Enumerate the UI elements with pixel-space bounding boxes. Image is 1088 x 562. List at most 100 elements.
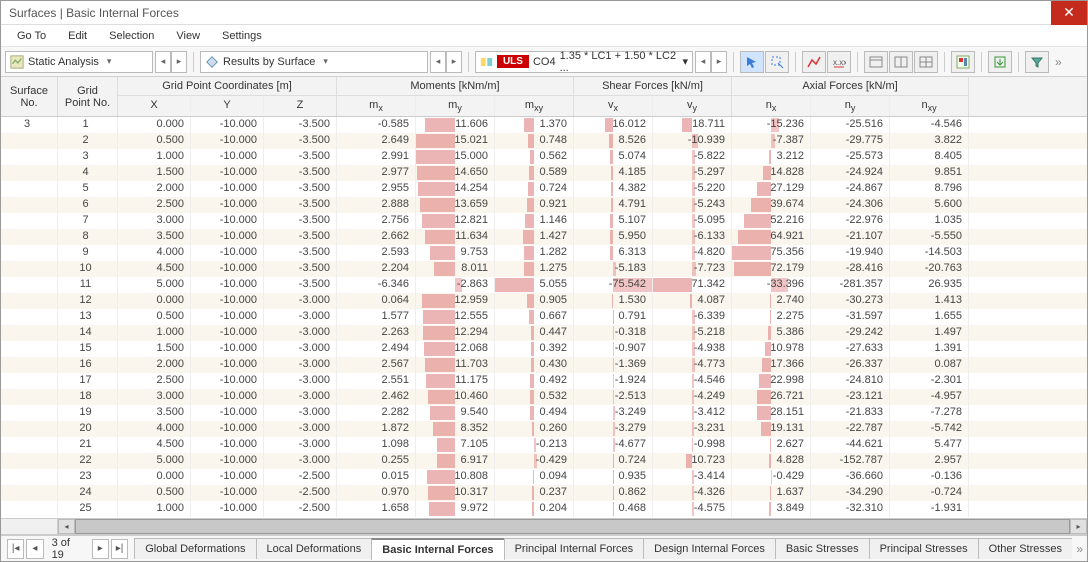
cell-mx[interactable]: 0.255 [337,453,416,469]
cell-mxy[interactable]: 0.724 [495,181,574,197]
cell-nx[interactable]: -7.387 [732,133,811,149]
cell-gridpoint[interactable]: 12 [58,293,118,309]
cell-ny[interactable]: -25.573 [811,149,890,165]
layout-btn-3[interactable] [914,51,938,73]
cell-y[interactable]: -10.000 [191,421,264,437]
cell-nxy[interactable]: 0.087 [890,357,969,373]
col-grid-point-no[interactable]: GridPoint No. [58,77,118,116]
cell-nxy[interactable]: -5.550 [890,229,969,245]
cell-mx[interactable]: 2.756 [337,213,416,229]
cell-surface[interactable]: 3 [1,117,58,133]
tab-principal-stresses[interactable]: Principal Stresses [869,538,979,559]
cell-surface[interactable] [1,357,58,373]
cell-mxy[interactable]: 0.494 [495,405,574,421]
cell-ny[interactable]: -24.810 [811,373,890,389]
cell-mxy[interactable]: 0.905 [495,293,574,309]
table-row[interactable]: 151.500-10.000-3.0002.49412.0680.392-0.9… [1,341,1087,357]
cell-mxy[interactable]: 0.562 [495,149,574,165]
layout-btn-1[interactable] [864,51,888,73]
table-row[interactable]: 41.500-10.000-3.5002.97714.6500.5894.185… [1,165,1087,181]
cell-z[interactable]: -3.000 [264,389,337,405]
cell-x[interactable]: 0.000 [118,293,191,309]
cell-ny[interactable]: -44.621 [811,437,890,453]
cell-ny[interactable]: -34.290 [811,485,890,501]
table-row[interactable]: 214.500-10.000-3.0001.0987.105-0.213-4.6… [1,437,1087,453]
cell-mxy[interactable]: 1.275 [495,261,574,277]
cell-ny[interactable]: -30.273 [811,293,890,309]
cell-vx[interactable]: 5.107 [574,213,653,229]
cell-nxy[interactable]: -7.278 [890,405,969,421]
cell-surface[interactable] [1,485,58,501]
cell-nxy[interactable]: 8.405 [890,149,969,165]
table-row[interactable]: 141.000-10.000-3.0002.26312.2940.447-0.3… [1,325,1087,341]
cell-gridpoint[interactable]: 24 [58,485,118,501]
cell-gridpoint[interactable]: 23 [58,469,118,485]
cell-nx[interactable]: 19.131 [732,421,811,437]
cell-z[interactable]: -3.500 [264,245,337,261]
cell-mxy[interactable]: 0.094 [495,469,574,485]
cell-vx[interactable]: -4.677 [574,437,653,453]
table-row[interactable]: 193.500-10.000-3.0002.2829.5400.494-3.24… [1,405,1087,421]
table-row[interactable]: 31.000-10.000-3.5002.99115.0000.5625.074… [1,149,1087,165]
cell-x[interactable]: 3.000 [118,389,191,405]
cell-nxy[interactable]: -4.957 [890,389,969,405]
cell-y[interactable]: -10.000 [191,245,264,261]
cell-y[interactable]: -10.000 [191,181,264,197]
col-z[interactable]: Z [264,96,336,114]
cell-mx[interactable]: 0.015 [337,469,416,485]
cell-vx[interactable]: 4.791 [574,197,653,213]
cell-nxy[interactable]: 1.035 [890,213,969,229]
cell-my[interactable]: 12.294 [416,325,495,341]
cell-nxy[interactable]: -14.503 [890,245,969,261]
cell-mx[interactable]: 2.204 [337,261,416,277]
col-mx[interactable]: mx [337,96,416,116]
table-row[interactable]: 130.500-10.000-3.0001.57712.5550.6670.79… [1,309,1087,325]
menu-goto[interactable]: Go To [7,28,56,44]
cell-vy[interactable]: -3.414 [653,469,732,485]
cell-vy[interactable]: 10.723 [653,453,732,469]
cell-nxy[interactable]: -1.931 [890,501,969,517]
cell-nxy[interactable]: 5.600 [890,197,969,213]
cell-gridpoint[interactable]: 3 [58,149,118,165]
cell-vx[interactable]: 4.185 [574,165,653,181]
cell-my[interactable]: 8.352 [416,421,495,437]
cell-nxy[interactable]: 26.935 [890,277,969,293]
cell-y[interactable]: -10.000 [191,485,264,501]
cell-x[interactable]: 2.500 [118,197,191,213]
cell-ny[interactable]: -36.660 [811,469,890,485]
cell-vx[interactable]: 6.313 [574,245,653,261]
cell-my[interactable]: 12.959 [416,293,495,309]
cell-surface[interactable] [1,213,58,229]
cell-nxy[interactable]: 1.413 [890,293,969,309]
cell-mx[interactable]: 2.462 [337,389,416,405]
cell-vx[interactable]: -3.279 [574,421,653,437]
table-row[interactable]: 62.500-10.000-3.5002.88813.6590.9214.791… [1,197,1087,213]
settings-panel-button[interactable] [951,51,975,73]
table-row[interactable]: 204.000-10.000-3.0001.8728.3520.260-3.27… [1,421,1087,437]
cell-nx[interactable]: 17.366 [732,357,811,373]
cell-x[interactable]: 1.500 [118,341,191,357]
cell-my[interactable]: 9.540 [416,405,495,421]
cell-vx[interactable]: -2.513 [574,389,653,405]
cell-vy[interactable]: -5.822 [653,149,732,165]
cell-vx[interactable]: 16.012 [574,117,653,133]
cell-surface[interactable] [1,421,58,437]
cell-surface[interactable] [1,325,58,341]
cell-z[interactable]: -3.000 [264,309,337,325]
cell-z[interactable]: -3.500 [264,277,337,293]
cell-mx[interactable]: 0.064 [337,293,416,309]
cell-z[interactable]: -2.500 [264,485,337,501]
cell-ny[interactable]: -32.310 [811,501,890,517]
cell-nx[interactable]: 4.828 [732,453,811,469]
cell-z[interactable]: -3.000 [264,341,337,357]
cell-vx[interactable]: 0.862 [574,485,653,501]
cell-ny[interactable]: -27.633 [811,341,890,357]
cell-nx[interactable]: 22.998 [732,373,811,389]
results-prev[interactable]: ◂ [430,51,446,73]
results-by-combo[interactable]: Results by Surface ▾ [200,51,428,73]
cell-nx[interactable]: 39.674 [732,197,811,213]
cell-surface[interactable] [1,277,58,293]
cell-z[interactable]: -3.000 [264,437,337,453]
cell-z[interactable]: -3.500 [264,165,337,181]
tab-basic-stresses[interactable]: Basic Stresses [775,538,870,559]
